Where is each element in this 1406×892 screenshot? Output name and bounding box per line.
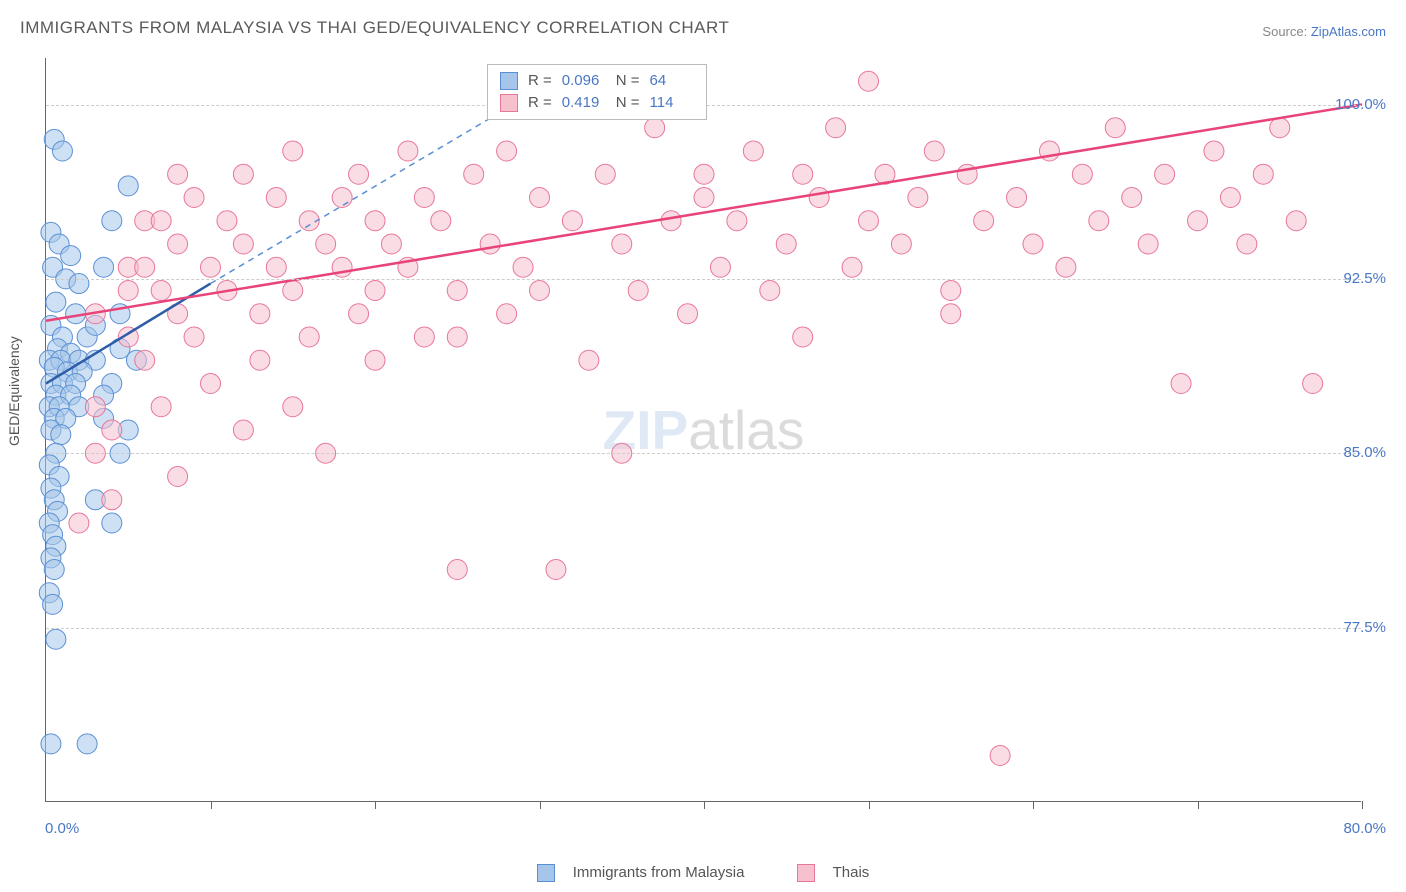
legend-item-thais: Thais (785, 864, 882, 881)
legend-row-malaysia: R =0.096 N =64 (500, 70, 694, 92)
y-axis-label: GED/Equivalency (6, 336, 22, 446)
chart-title: IMMIGRANTS FROM MALAYSIA VS THAI GED/EQU… (20, 18, 729, 38)
legend-label-malaysia: Immigrants from Malaysia (573, 864, 745, 881)
legend-row-thais: R =0.419 N =114 (500, 92, 694, 114)
legend-bottom: Immigrants from Malaysia Thais (0, 864, 1406, 882)
source-attribution: Source: ZipAtlas.com (1262, 24, 1386, 39)
n-value-malaysia: 64 (650, 70, 694, 92)
source-label: Source: (1262, 24, 1307, 39)
legend-swatch-malaysia (500, 72, 518, 90)
legend-item-malaysia: Immigrants from Malaysia (525, 864, 761, 881)
r-value-malaysia: 0.096 (562, 70, 606, 92)
chart-svg (46, 58, 1361, 801)
legend-swatch-thais-bottom (797, 864, 815, 882)
legend-swatch-thais (500, 94, 518, 112)
source-value: ZipAtlas.com (1311, 24, 1386, 39)
legend-swatch-malaysia-bottom (537, 864, 555, 882)
n-value-thais: 114 (650, 92, 694, 114)
r-value-thais: 0.419 (562, 92, 606, 114)
plot-area: ZIPatlas (45, 58, 1361, 802)
legend-stats: R =0.096 N =64 R =0.419 N =114 (487, 64, 707, 120)
legend-label-thais: Thais (833, 864, 870, 881)
